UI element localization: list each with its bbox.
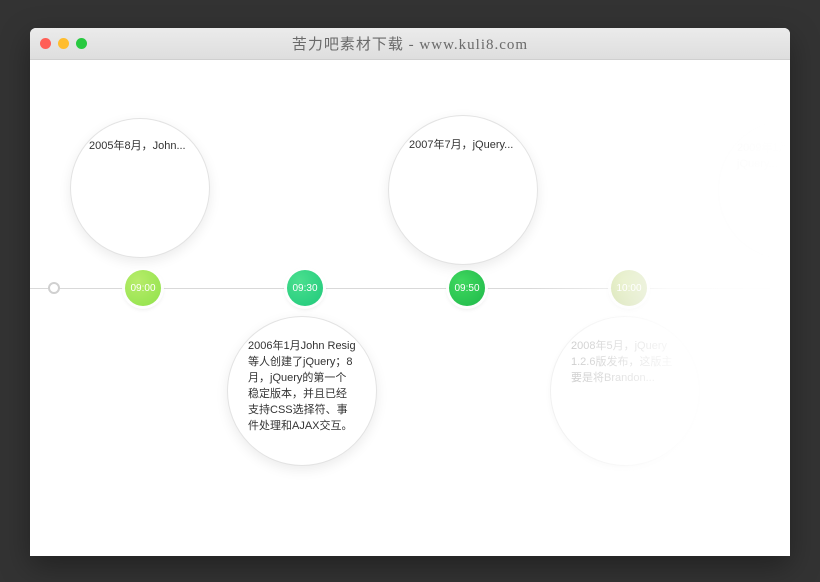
timeline-node[interactable]: 09:00 xyxy=(125,270,161,306)
timeline-node-time: 09:50 xyxy=(454,283,479,294)
zoom-icon[interactable] xyxy=(76,38,87,49)
timeline-node-time: 09:30 xyxy=(292,283,317,294)
timeline-bubble[interactable]: 2009年1月，jQuery... xyxy=(718,120,790,260)
timeline-bubble-text: 2009年1月，jQuery... xyxy=(737,141,790,173)
timeline-bubble[interactable]: 2007年7月，jQuery... xyxy=(388,115,538,265)
timeline-bubble-text: 2007年7月，jQuery... xyxy=(409,138,517,154)
timeline-node-time: 09:00 xyxy=(130,283,155,294)
browser-window: 苦力吧素材下载 - www.kuli8.com 09:00 09:30 09:50 1… xyxy=(30,28,790,556)
close-icon[interactable] xyxy=(40,38,51,49)
titlebar: 苦力吧素材下载 - www.kuli8.com xyxy=(30,28,790,60)
timeline-bubble-text: 2005年8月，John... xyxy=(89,139,191,155)
timeline-bubble[interactable]: 2008年5月，jQuery 1.2.6版发布，这版主要是将Brandon... xyxy=(550,316,700,466)
timeline-node-time: 10:00 xyxy=(616,283,641,294)
timeline-node[interactable]: 09:50 xyxy=(449,270,485,306)
timeline-node[interactable]: 10:00 xyxy=(611,270,647,306)
timeline-node[interactable]: 09:30 xyxy=(287,270,323,306)
timeline-bubble-text: 2006年1月John Resig等人创建了jQuery；8月，jQuery的第… xyxy=(248,339,356,435)
timeline-bubble[interactable]: 2005年8月，John... xyxy=(70,118,210,258)
timeline-bubble[interactable]: 2006年1月John Resig等人创建了jQuery；8月，jQuery的第… xyxy=(227,316,377,466)
window-title: 苦力吧素材下载 - www.kuli8.com xyxy=(30,33,790,54)
traffic-lights xyxy=(40,38,87,49)
timeline-node[interactable] xyxy=(773,270,790,306)
timeline-canvas[interactable]: 09:00 09:30 09:50 10:00 2005年8月，John... 2006… xyxy=(30,60,790,556)
timeline-bubble-text: 2008年5月，jQuery 1.2.6版发布，这版主要是将Brandon... xyxy=(571,339,679,387)
timeline-start-marker xyxy=(48,282,60,294)
minimize-icon[interactable] xyxy=(58,38,69,49)
